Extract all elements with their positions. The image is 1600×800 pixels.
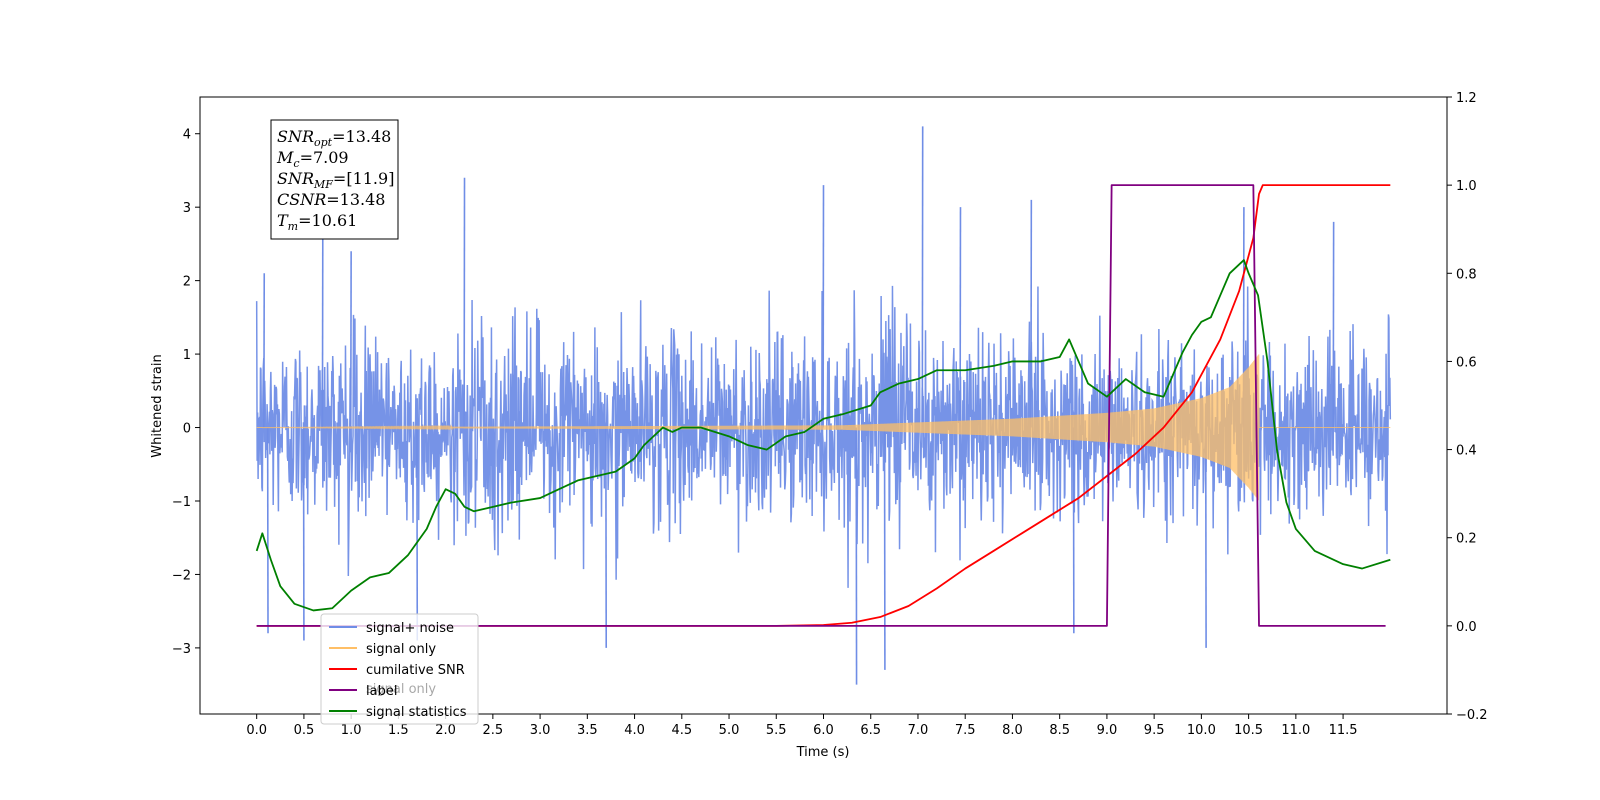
x-tick-label: 0.0 [246, 723, 267, 738]
y2-tick-label: 0.8 [1456, 267, 1477, 282]
y2-tick-label: 0.4 [1456, 444, 1477, 459]
x-tick-label: 10.5 [1234, 723, 1263, 738]
y-tick-label: 0 [183, 422, 191, 437]
series-signal-only-line [256, 354, 1391, 501]
y2-tick-label: 1.2 [1456, 91, 1477, 106]
y-tick-label: 3 [183, 201, 191, 216]
x-tick-label: 9.0 [1097, 723, 1118, 738]
annotation-box: SNRopt=13.48Mc=7.09SNRMF=[11.9]CSNR=13.4… [270, 119, 399, 240]
x-tick-label: 2.5 [483, 723, 504, 738]
x-tick-label: 4.0 [624, 723, 645, 738]
legend-frame [320, 613, 479, 725]
y2-tick-label: 0.6 [1456, 355, 1477, 370]
x-tick-label: 8.0 [1002, 723, 1023, 738]
y2-tick-label: −0.2 [1456, 708, 1488, 723]
x-tick-label: 5.5 [766, 723, 787, 738]
y-axis-label: Whitened strain [150, 354, 165, 457]
y-tick-label: −3 [172, 642, 191, 657]
legend-entry-label: signal only [366, 642, 436, 657]
y-tick-label: −2 [172, 568, 191, 583]
annotation-line: SNRMF=[11.9] [277, 169, 394, 191]
legend-entry-label: cumilative SNR [366, 663, 465, 678]
legend-hidden-entry: signal only [366, 682, 436, 697]
x-tick-label: 7.0 [908, 723, 929, 738]
y-tick-label: 2 [183, 275, 191, 290]
series-layer [255, 126, 1392, 685]
y-axis-left: −3 −2 −1 0 1 2 3 4 [172, 128, 200, 657]
series-signal-statistics-line [255, 259, 1391, 612]
x-tick-label: 6.0 [813, 723, 834, 738]
x-tick-label: 5.0 [719, 723, 740, 738]
x-tick-label: 6.5 [860, 723, 881, 738]
legend-entry-label: signal+ noise [366, 621, 454, 636]
annotation-line: SNRopt=13.48 [277, 127, 391, 149]
x-tick-label: 1.0 [341, 723, 362, 738]
series-label-line [256, 184, 1386, 627]
x-tick-label: 9.5 [1144, 723, 1165, 738]
annotation-line: CSNR=13.48 [277, 190, 385, 209]
y-tick-label: 4 [183, 128, 191, 143]
x-tick-label: 0.5 [294, 723, 315, 738]
y2-tick-label: 1.0 [1456, 179, 1477, 194]
x-tick-label: 3.5 [577, 723, 598, 738]
legend-entry-label: label [366, 684, 397, 699]
x-tick-label: 1.5 [388, 723, 409, 738]
x-tick-label: 11.0 [1281, 723, 1310, 738]
annotation-line: Mc=7.09 [276, 148, 349, 170]
annotation-frame [270, 119, 399, 240]
y-tick-label: 1 [183, 348, 191, 363]
legend: signal only signal+ noise signal only cumil… [320, 613, 479, 725]
x-tick-label: 10.0 [1187, 723, 1216, 738]
x-tick-label: 7.5 [955, 723, 976, 738]
x-tick-label: 4.5 [671, 723, 692, 738]
y-tick-label: −1 [172, 495, 191, 510]
legend-entry-label: signal statistics [366, 705, 467, 720]
x-tick-label: 2.0 [435, 723, 456, 738]
x-tick-label: 8.5 [1049, 723, 1070, 738]
x-tick-label: 11.5 [1329, 723, 1358, 738]
x-axis-label: Time (s) [796, 745, 850, 760]
y2-tick-label: 0.2 [1456, 532, 1477, 547]
y2-tick-label: 0.0 [1456, 620, 1477, 635]
y-axis-right: −0.2 0.0 0.2 0.4 0.6 0.8 1.0 1.2 [1447, 91, 1488, 723]
x-tick-label: 3.0 [530, 723, 551, 738]
annotation-line: Tm=10.61 [277, 211, 357, 233]
x-axis: 0.0 0.5 1.0 1.5 2.0 2.5 3.0 3.5 4.0 4.5 5.0 5.5 6.0 6… [246, 714, 1358, 738]
